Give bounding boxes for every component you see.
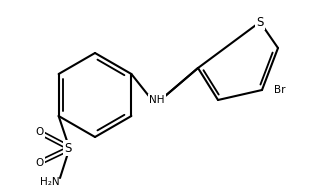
Text: H₂N: H₂N [40,177,60,187]
Text: S: S [256,16,264,28]
Text: Br: Br [274,85,286,95]
Text: O: O [36,158,44,168]
Text: O: O [36,127,44,137]
Text: NH: NH [149,95,165,105]
Text: S: S [64,142,72,154]
